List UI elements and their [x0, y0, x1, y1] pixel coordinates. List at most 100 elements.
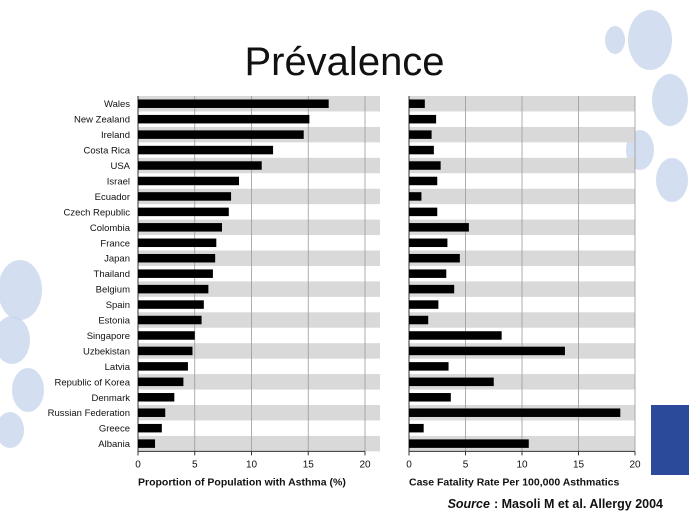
bar-belgium [138, 284, 209, 294]
bar-israel [409, 176, 438, 186]
bar-republic-of-korea [138, 377, 184, 387]
bar-estonia [409, 315, 429, 325]
bar-uzbekistan [409, 346, 565, 356]
x-axis-title: Case Fatality Rate Per 100,000 Asthmatic… [409, 476, 619, 488]
bar-belgium [409, 284, 455, 294]
bar-uzbekistan [138, 346, 193, 356]
decor-blob [12, 368, 44, 412]
x-tick-label: 0 [406, 459, 412, 470]
bar-ireland [138, 130, 304, 139]
category-label: Republic of Korea [54, 377, 130, 388]
bar-wales [409, 99, 425, 108]
bar-greece [409, 423, 424, 433]
fatality-panel: 0 5 10 15 20 Case Fatality Rate Per 100,000 A… [406, 96, 641, 488]
bar-france [409, 238, 448, 248]
source-label: Source [447, 497, 490, 511]
category-label: Ireland [101, 130, 130, 141]
x-tick-label: 20 [629, 459, 641, 470]
category-label: New Zealand [74, 115, 130, 126]
bar-wales [138, 99, 329, 108]
category-label: Singapore [87, 331, 130, 342]
category-label: Colombia [90, 223, 131, 234]
bar-costa-rica [409, 145, 434, 155]
bar-spain [138, 300, 204, 309]
x-tick-label: 10 [246, 459, 258, 470]
bar-albania [138, 439, 156, 448]
bar-france [138, 238, 217, 248]
bar-russian-federation [138, 408, 166, 417]
decor-blob [652, 74, 688, 126]
bar-albania [409, 439, 529, 448]
bar-japan [409, 253, 460, 263]
bar-israel [138, 176, 240, 186]
decor-blob [628, 10, 672, 70]
bar-greece [138, 423, 162, 433]
x-tick-label: 15 [303, 459, 315, 470]
bar-czech-republic [138, 207, 229, 217]
category-label: Japan [104, 254, 130, 265]
decor-blob [0, 260, 42, 320]
bar-new-zealand [409, 114, 437, 124]
row-band [138, 343, 380, 359]
row-band [138, 435, 380, 452]
category-label: Uzbekistan [83, 346, 130, 357]
category-label: Russian Federation [48, 408, 130, 419]
bar-ecuador [138, 192, 232, 201]
bar-denmark [138, 393, 175, 402]
slide-title: Prévalence [244, 40, 445, 84]
row-band [138, 405, 380, 421]
category-label: USA [110, 161, 130, 172]
x-axis-title: Proportion of Population with Asthma (%) [138, 476, 346, 488]
row-band [138, 374, 380, 390]
category-labels: Wales New Zealand Ireland Costa Rica USA Isra… [48, 99, 131, 450]
bar-spain [409, 300, 439, 309]
category-label: Latvia [105, 362, 131, 373]
x-tick-label: 20 [359, 459, 371, 470]
decor-blob [0, 412, 24, 448]
category-label: Estonia [98, 316, 130, 327]
bar-singapore [409, 331, 502, 340]
bar-latvia [138, 362, 188, 371]
x-tick-label: 10 [516, 459, 528, 470]
bar-ireland [409, 130, 432, 139]
bar-estonia [138, 315, 202, 325]
category-label: Albania [98, 439, 130, 450]
bar-japan [138, 253, 216, 263]
bar-czech-republic [409, 207, 438, 217]
bar-latvia [409, 362, 449, 371]
category-label: Wales [104, 99, 130, 110]
category-label: France [100, 238, 130, 249]
x-tick-label: 5 [192, 459, 198, 470]
bar-singapore [138, 331, 195, 340]
category-label: Ecuador [95, 192, 130, 203]
bar-usa [138, 161, 262, 170]
bar-denmark [409, 393, 451, 402]
category-label: Costa Rica [84, 146, 131, 157]
category-label: Spain [106, 300, 130, 311]
decor-blob [656, 158, 688, 202]
logo-fragment [651, 405, 689, 475]
source-citation: Source: Masoli M et al. Allergy 2004 [448, 497, 663, 511]
category-label: Czech Republic [63, 207, 130, 218]
category-label: Israel [107, 176, 130, 187]
category-label: Greece [99, 424, 130, 435]
bar-colombia [409, 223, 469, 232]
bar-new-zealand [138, 114, 310, 124]
bar-republic-of-korea [409, 377, 494, 387]
bar-thailand [138, 269, 213, 278]
bar-usa [409, 161, 441, 170]
category-label: Belgium [96, 285, 130, 296]
decor-blob [605, 26, 625, 54]
decor-shapes [0, 10, 689, 475]
source-text: : Masoli M et al. Allergy 2004 [493, 497, 663, 511]
category-label: Denmark [91, 393, 130, 404]
x-tick-label: 0 [135, 459, 141, 470]
bar-colombia [138, 223, 222, 232]
prevalence-panel: 0 5 10 15 20 Proportion of Population with As… [135, 96, 380, 488]
bar-russian-federation [409, 408, 621, 417]
x-tick-label: 5 [463, 459, 469, 470]
bar-thailand [409, 269, 447, 278]
decor-blob [0, 316, 30, 364]
